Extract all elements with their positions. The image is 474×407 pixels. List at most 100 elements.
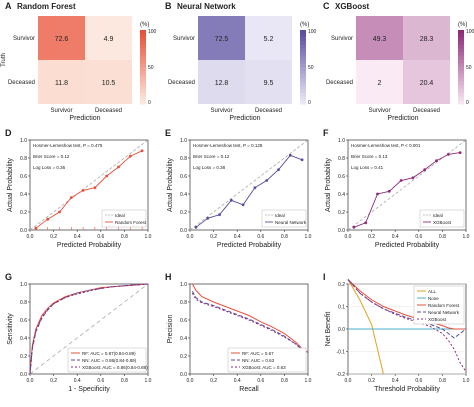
colorbar-segment — [458, 74, 464, 79]
colorbar-segment — [300, 70, 306, 75]
y-axis-label: Actual Probability — [325, 157, 332, 212]
colorbar-segment — [458, 89, 464, 94]
annotation: Brier Score = 0.13 — [351, 154, 388, 159]
calibration-point — [435, 159, 438, 163]
x-tick-label: 0.6 — [257, 234, 264, 240]
heatmap-cell — [245, 16, 292, 60]
colorbar-segment — [300, 78, 306, 83]
heatmap-cell — [403, 16, 450, 60]
y-tick-label: 0.4 — [180, 192, 187, 198]
y-tick-label: 0.2 — [180, 354, 187, 360]
panel-label-i: I — [323, 272, 326, 282]
colorbar-segment — [140, 74, 146, 79]
colorbar-tick: 100 — [308, 29, 317, 35]
x-axis-label: Prediction — [229, 115, 260, 122]
x-tick-label: 0.2 — [368, 234, 375, 240]
x-tick-label: 0.2 — [368, 378, 375, 384]
x-tick-label: 0.8 — [281, 234, 288, 240]
colorbar-segment — [458, 37, 464, 42]
heatmap-cell — [403, 60, 450, 104]
calibration-point — [300, 158, 304, 162]
colorbar-segment — [140, 89, 146, 94]
legend-entry: None — [428, 296, 439, 301]
x-tick-label: 0.2 — [210, 234, 217, 240]
colorbar-segment — [140, 33, 146, 38]
x-tick-label: 0.4 — [234, 234, 241, 240]
legend-entry: XGBoost — [428, 317, 447, 322]
y-tick-label: 0.0 — [338, 228, 345, 234]
series-line — [191, 292, 309, 353]
y-axis-label: Sensitivity — [7, 313, 14, 345]
y-tick-label: 0.0 — [20, 372, 27, 378]
y-axis-label: Precision — [167, 315, 174, 344]
x-axis-label: Predicted Probability — [57, 242, 122, 249]
y-tick-label: 0.8 — [20, 300, 27, 306]
col-tick-label: Survivor — [368, 108, 390, 114]
colorbar-segment — [458, 48, 464, 53]
y-tick-label: 0.6 — [20, 174, 27, 180]
x-tick-label: 0.2 — [210, 378, 217, 384]
colorbar-segment — [458, 70, 464, 75]
colorbar-segment — [300, 85, 306, 90]
x-axis-label: Predicted Probability — [375, 242, 440, 249]
heatmap-cell — [38, 60, 85, 104]
colorbar-tick: 0 — [308, 100, 311, 106]
y-tick-label: 1.0 — [338, 138, 345, 144]
panel-label-b: B — [165, 1, 172, 11]
col-tick-label: Deceased — [413, 108, 440, 114]
calibration-point — [105, 174, 109, 178]
calibration-point — [58, 210, 61, 214]
y-tick-label: 0.8 — [20, 156, 27, 162]
series-line — [191, 290, 309, 353]
calibration-point — [229, 198, 233, 202]
cell-value: 4.9 — [104, 36, 114, 43]
legend-entry: XGBoost: AUC = 0.86(0.84-0.88) — [82, 365, 148, 370]
colorbar-tick: 50 — [308, 65, 314, 71]
calibration-point — [364, 221, 368, 225]
calibration-point — [218, 213, 221, 217]
y-axis-label: Truth — [1, 53, 7, 67]
panel-label-f: F — [323, 128, 329, 138]
row-tick-label: Survivor — [173, 36, 195, 42]
colorbar-segment — [140, 67, 146, 72]
calibration-point — [458, 151, 462, 155]
x-tick-label: 0.8 — [439, 234, 446, 240]
x-tick-label: 0.6 — [97, 234, 104, 240]
chance-line — [29, 283, 149, 375]
calibration-point — [81, 189, 85, 192]
colorbar-segment — [300, 81, 306, 86]
x-axis-label: Recall — [239, 386, 259, 393]
row-tick-label: Survivor — [331, 36, 353, 42]
calibration-point — [93, 186, 97, 190]
x-tick-label: 1.0 — [145, 378, 152, 384]
colorbar-tick: 0 — [466, 100, 469, 106]
y-tick-label: 0.6 — [20, 318, 27, 324]
cell-value: 20.4 — [420, 80, 434, 87]
heatmap-cell — [245, 60, 292, 104]
legend-entry: NN: AUC = 0.86(0.84-0.89) — [82, 358, 137, 363]
panel-label-a: A — [5, 1, 12, 11]
calibration-point — [206, 216, 210, 220]
plot-frame — [29, 139, 149, 231]
x-tick-label: 0.4 — [392, 378, 399, 384]
legend-box — [261, 209, 307, 228]
panel-title: Neural Network — [177, 2, 236, 11]
heatmap-cell — [38, 16, 85, 60]
annotation: Hosmer-Lemeshow test, P < 0.001 — [351, 143, 421, 148]
x-tick-label: 0.0 — [187, 234, 194, 240]
legend-entry: RF: AUC = 0.67 — [242, 351, 274, 356]
legend-box — [227, 347, 307, 373]
cell-value: 72.6 — [55, 36, 69, 43]
col-tick-label: Survivor — [50, 108, 72, 114]
cell-value: 2 — [378, 80, 382, 87]
panel-label-c: C — [323, 1, 330, 11]
heatmap-cell — [198, 16, 245, 60]
y-tick-label: 0.0 — [20, 228, 27, 234]
x-tick-label: 0.8 — [439, 378, 446, 384]
y-tick-label: 0.6 — [180, 318, 187, 324]
cell-value: 49.3 — [373, 36, 387, 43]
colorbar-segment — [300, 48, 306, 53]
y-tick-label: 0.2 — [20, 210, 27, 216]
colorbar-segment — [300, 52, 306, 57]
